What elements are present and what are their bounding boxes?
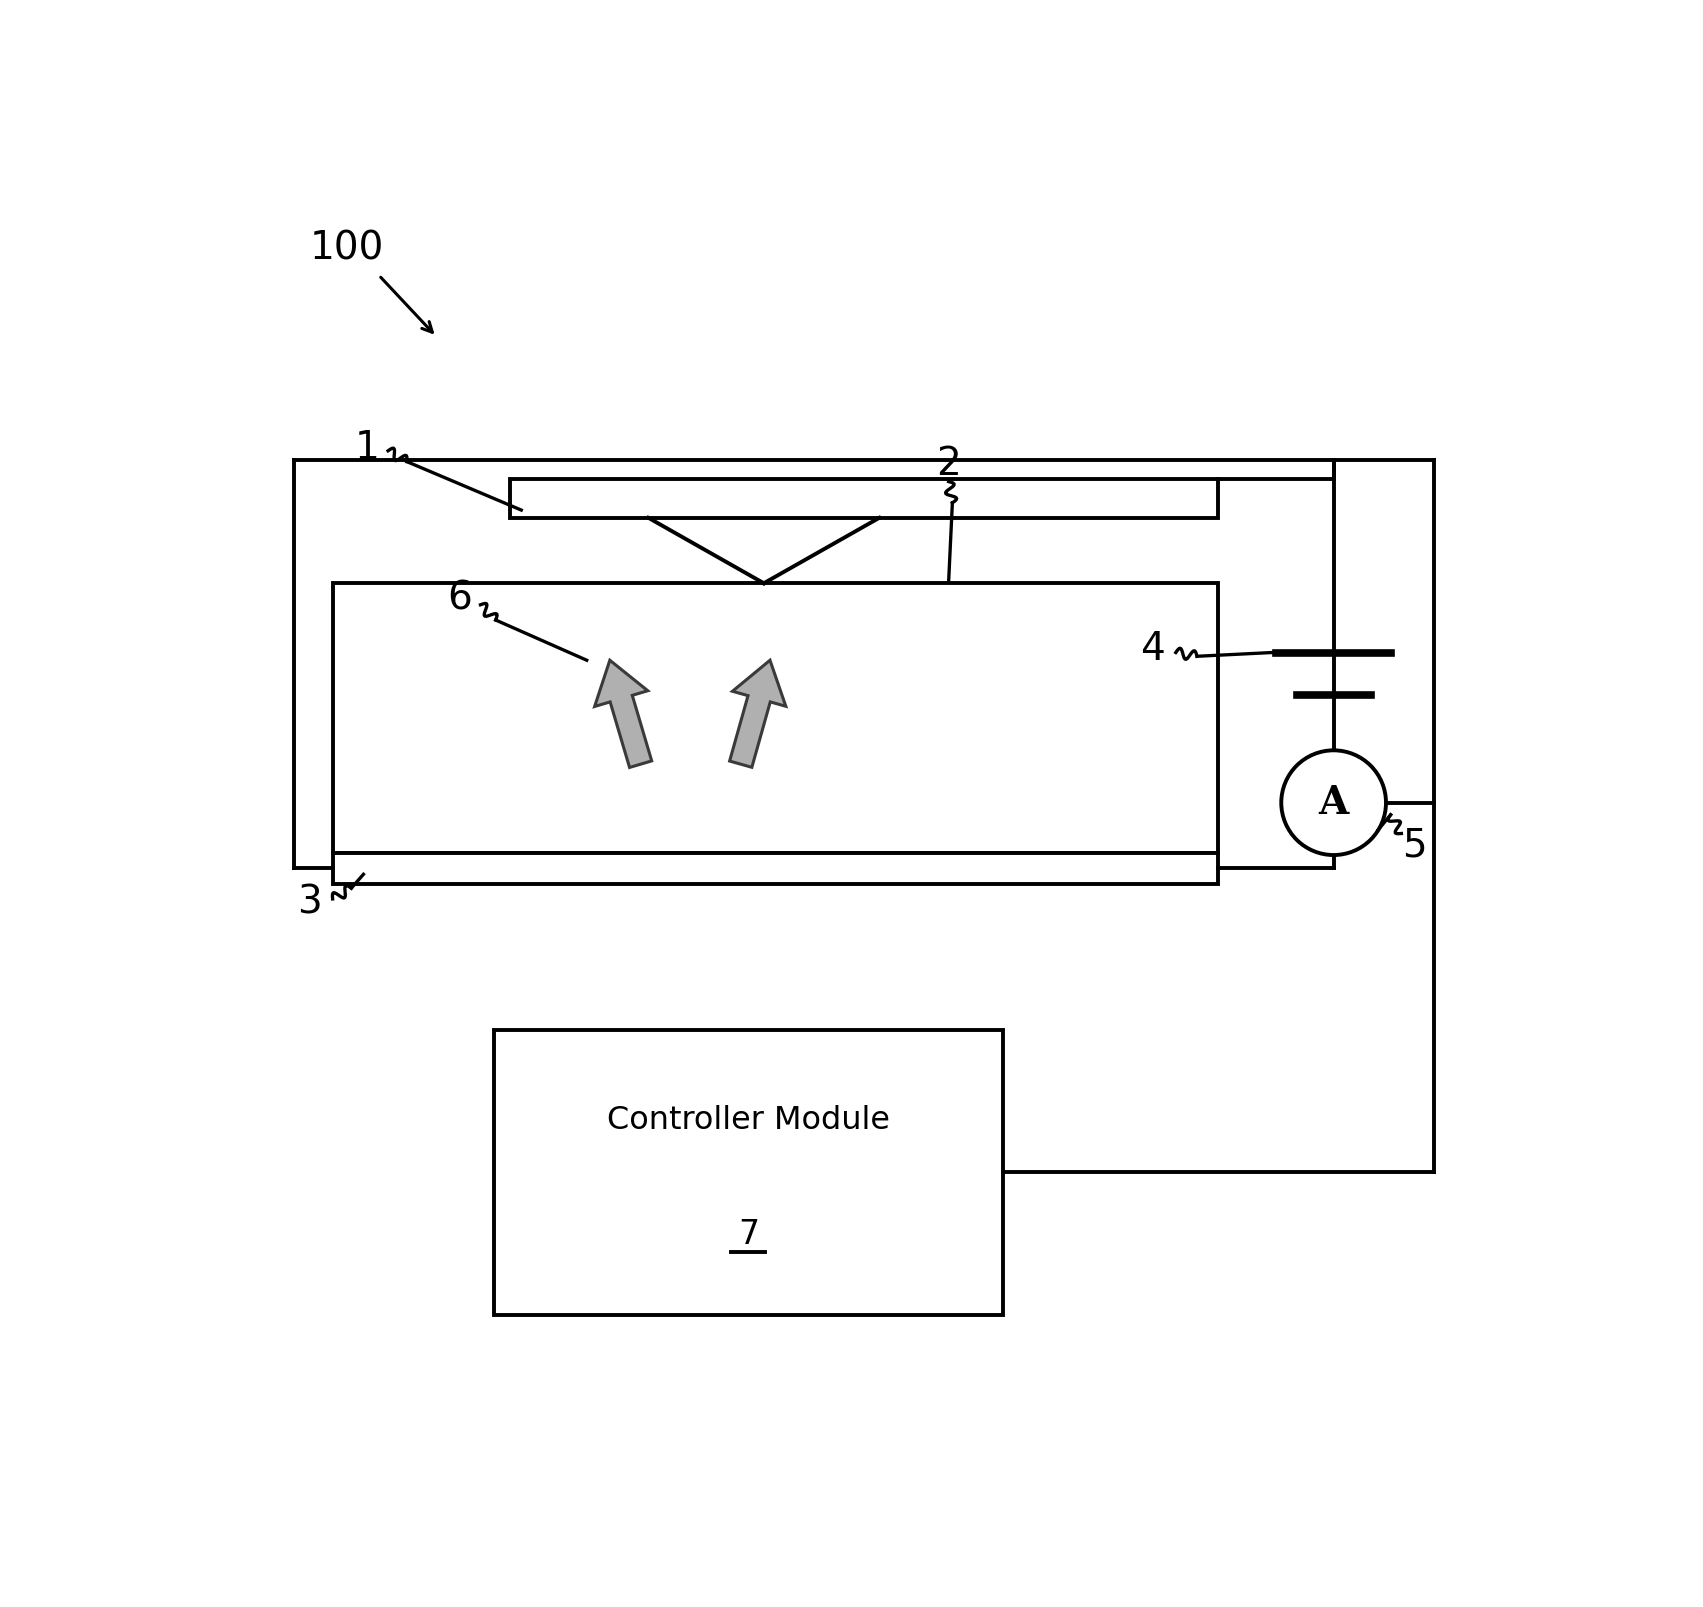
FancyArrow shape [594, 660, 652, 768]
Circle shape [1281, 750, 1386, 855]
Text: A: A [1318, 784, 1349, 821]
Text: 100: 100 [310, 230, 383, 267]
Bar [494, 1030, 1003, 1315]
Text: 2: 2 [937, 445, 960, 482]
FancyArrow shape [729, 660, 785, 767]
Bar [509, 479, 1218, 517]
Text: 6: 6 [448, 580, 472, 617]
Text: 1: 1 [354, 429, 380, 468]
Text: 4: 4 [1141, 630, 1165, 667]
Bar [332, 583, 1218, 853]
Text: 3: 3 [296, 884, 322, 922]
Text: Controller Module: Controller Module [606, 1106, 891, 1136]
Text: 5: 5 [1402, 826, 1427, 865]
Text: 7: 7 [737, 1218, 760, 1252]
Bar [332, 853, 1218, 884]
